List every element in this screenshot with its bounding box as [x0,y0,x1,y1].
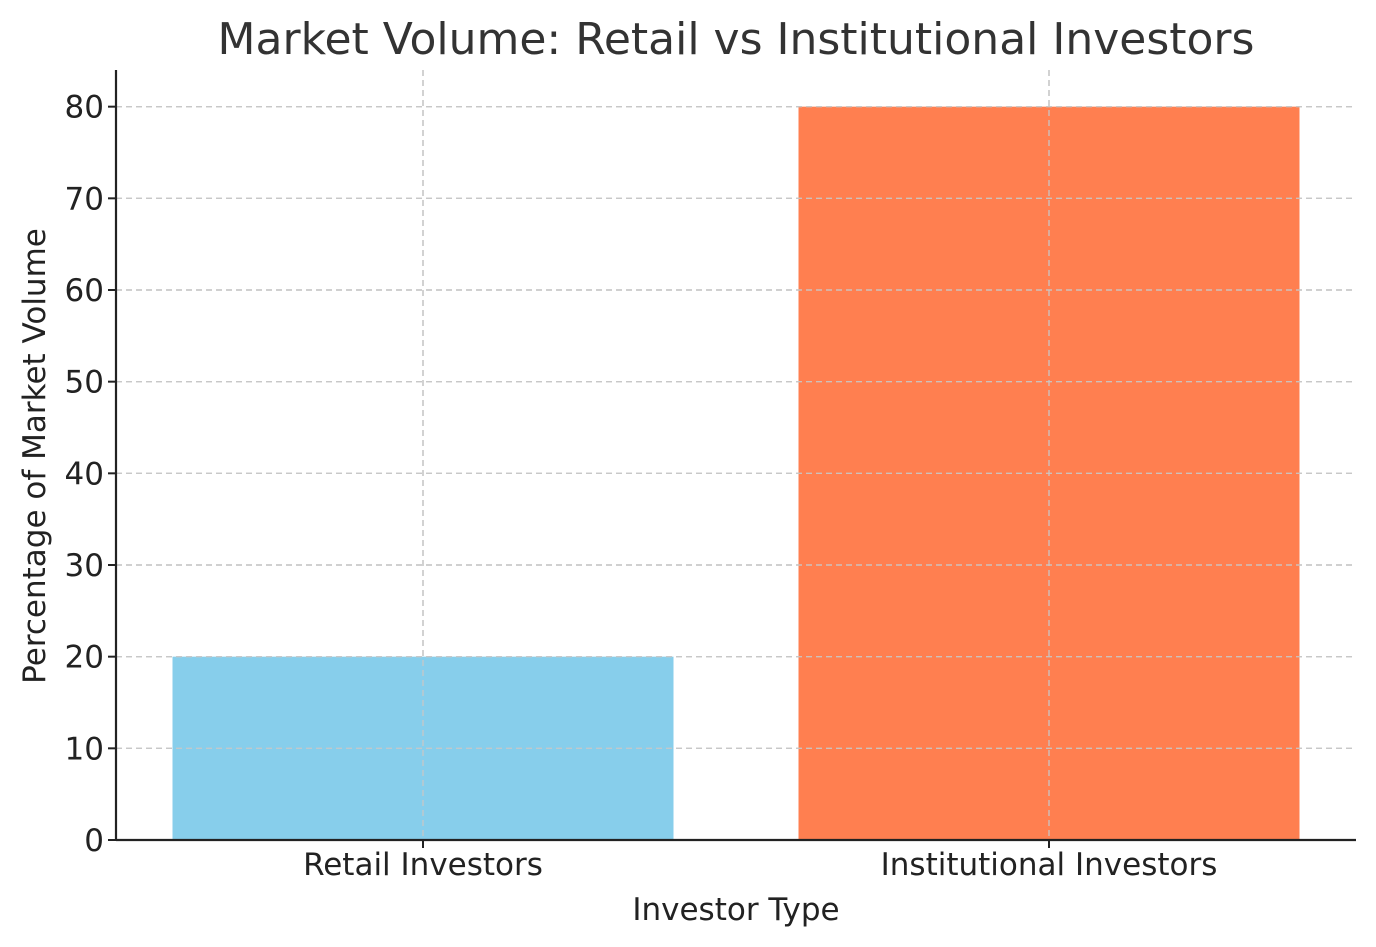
bars-layer [116,70,1356,841]
x-axis-label: Investor Type [632,892,839,928]
y-tick-label-4: 40 [65,456,104,492]
chart-title: Market Volume: Retail vs Institutional I… [218,14,1255,65]
y-tick-label-1: 10 [65,731,104,767]
y-tick-label-8: 80 [65,90,104,126]
ticks-layer: 0 10 20 30 40 50 60 70 80 Retail Investors Institu… [65,90,1218,883]
y-tick-label-3: 30 [65,548,104,584]
y-tick-label-0: 0 [84,823,104,859]
x-tick-label-1: Institutional Investors [881,847,1218,883]
y-tick-label-2: 20 [65,640,104,676]
y-axis-label: Percentage of Market Volume [17,228,53,684]
y-tick-label-6: 60 [65,273,104,309]
x-tick-label-0: Retail Investors [303,847,543,883]
y-tick-label-7: 70 [65,181,104,217]
y-tick-label-5: 50 [65,365,104,401]
